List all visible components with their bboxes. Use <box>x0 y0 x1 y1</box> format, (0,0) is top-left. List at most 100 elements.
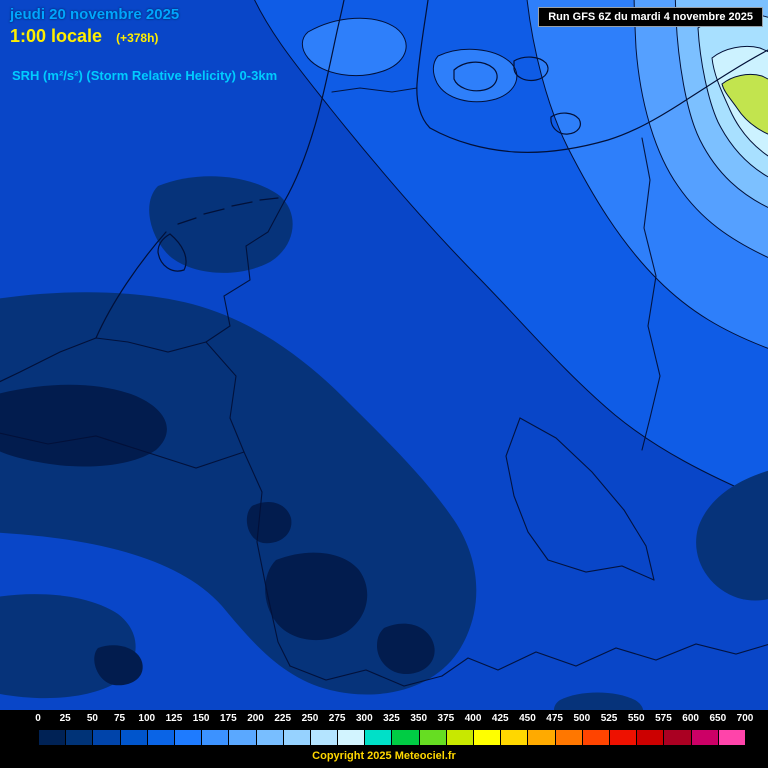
border-de-cz-north <box>519 417 655 581</box>
legend-cell <box>446 730 474 745</box>
legend-tick: 450 <box>519 713 536 724</box>
map-container <box>0 0 768 710</box>
border-at-de <box>441 643 768 677</box>
lake-ijsselmeer <box>157 233 187 272</box>
legend-cell <box>609 730 638 745</box>
legend-tick: 375 <box>437 713 455 724</box>
legend-tick: 550 <box>627 713 645 724</box>
border-be-fr <box>0 432 245 469</box>
border-nl-be <box>95 337 207 353</box>
legend-tick: 75 <box>114 713 126 724</box>
legend-tick: 100 <box>138 713 156 724</box>
legend-tick: 650 <box>709 713 727 724</box>
legend-tick: 400 <box>464 713 482 724</box>
country-borders <box>0 87 768 687</box>
forecast-local-time: 1:00 locale <box>10 25 103 46</box>
forecast-time-row: 1:00 locale (+378h) <box>10 25 179 48</box>
forecast-hour-offset: (+378h) <box>116 30 159 45</box>
legend-cell <box>338 730 366 745</box>
legend-cell <box>66 730 94 745</box>
legend-cell <box>419 730 447 745</box>
legend-tick: 250 <box>301 713 319 724</box>
coast-german-bight <box>283 0 345 203</box>
copyright-text: Copyright 2025 Meteociel.fr <box>312 750 456 762</box>
region-srh-core-south-2 <box>377 623 435 675</box>
legend-cell <box>229 730 257 745</box>
legend-tick: 125 <box>165 713 183 724</box>
legend-cell <box>392 730 420 745</box>
border-fr-de <box>243 451 291 667</box>
legend-cell <box>664 730 692 745</box>
legend-cell <box>365 730 393 745</box>
legend-tick: 500 <box>573 713 591 724</box>
weather-map <box>0 0 768 710</box>
legend-cell <box>39 730 67 745</box>
legend-tick: 575 <box>655 713 672 724</box>
island-sjaelland <box>513 56 549 82</box>
legend-tick: 475 <box>546 713 563 724</box>
border-nl-de <box>205 201 285 343</box>
legend-tick: 425 <box>491 713 509 724</box>
legend-cell <box>528 730 556 745</box>
legend-cell <box>691 730 719 745</box>
region-srh-pocket-2 <box>432 48 518 103</box>
coast-baltic <box>429 49 768 153</box>
legend-tick: 350 <box>410 713 428 724</box>
region-srh-pocket-1 <box>301 17 407 76</box>
border-de-cz-west <box>505 417 549 561</box>
legend-cell <box>256 730 284 745</box>
legend-cell <box>174 730 203 745</box>
legend-cell <box>718 730 746 745</box>
legend-tick: 700 <box>736 713 754 724</box>
coast-jutland-east <box>416 0 431 129</box>
region-srh-core-southwest <box>94 645 143 686</box>
legend-cell <box>474 730 502 745</box>
border-ch-de <box>289 665 443 687</box>
legend-tick: 0 <box>35 713 41 724</box>
coast-netherlands <box>95 231 167 339</box>
legend-cell <box>637 730 665 745</box>
wadden-islands <box>177 197 279 225</box>
legend-cell <box>501 730 529 745</box>
border-de-pl <box>641 137 661 451</box>
legend-tick: 200 <box>247 713 264 724</box>
legend-tick: 225 <box>274 713 292 724</box>
island-fyn <box>453 61 498 92</box>
coastlines <box>0 0 768 383</box>
legend-cell <box>582 730 610 745</box>
legend-tick: 275 <box>328 713 346 724</box>
legend-tick: 50 <box>86 713 98 724</box>
region-srh-dark-bottom <box>553 692 644 710</box>
parameter-title: SRH (m²/s²) (Storm Relative Helicity) 0-… <box>12 68 278 83</box>
legend-cell <box>310 730 339 745</box>
legend-cell <box>202 730 230 745</box>
legend-tick: 300 <box>355 713 373 724</box>
border-dk-de <box>331 87 418 93</box>
legend-cell <box>120 730 148 745</box>
map-header: jeudi 20 novembre 2025 1:00 locale (+378… <box>10 6 179 47</box>
forecast-date: jeudi 20 novembre 2025 <box>10 6 180 23</box>
region-srh-core-belgium <box>0 384 167 467</box>
legend-bar <box>38 729 747 746</box>
legend-tick: 25 <box>59 713 71 724</box>
region-srh-core-south-1 <box>265 552 368 641</box>
legend-tick-row: 0 25 50 75 100 125 150 175 200 225 250 275 300 325 350… <box>0 710 768 726</box>
legend-cell <box>147 730 175 745</box>
legend-area: 0 25 50 75 100 125 150 175 200 225 250 275 300 325 350… <box>0 710 768 768</box>
coast-belgium <box>0 337 97 383</box>
island-ruegen <box>550 112 581 135</box>
model-run-info: Run GFS 6Z du mardi 4 novembre 2025 <box>538 7 763 27</box>
legend-cell <box>93 730 121 745</box>
border-cz-at <box>547 559 655 581</box>
legend-cell <box>283 730 311 745</box>
region-srh-dark-east-edge <box>696 470 768 601</box>
region-srh-350 <box>721 73 768 135</box>
legend-tick: 150 <box>192 713 210 724</box>
legend-cell <box>555 730 583 745</box>
legend-tick: 175 <box>220 713 237 724</box>
region-srh-dark-north-nl <box>149 176 293 273</box>
legend-tick: 600 <box>682 713 699 724</box>
border-be-de <box>205 341 245 453</box>
legend-tick: 525 <box>600 713 618 724</box>
